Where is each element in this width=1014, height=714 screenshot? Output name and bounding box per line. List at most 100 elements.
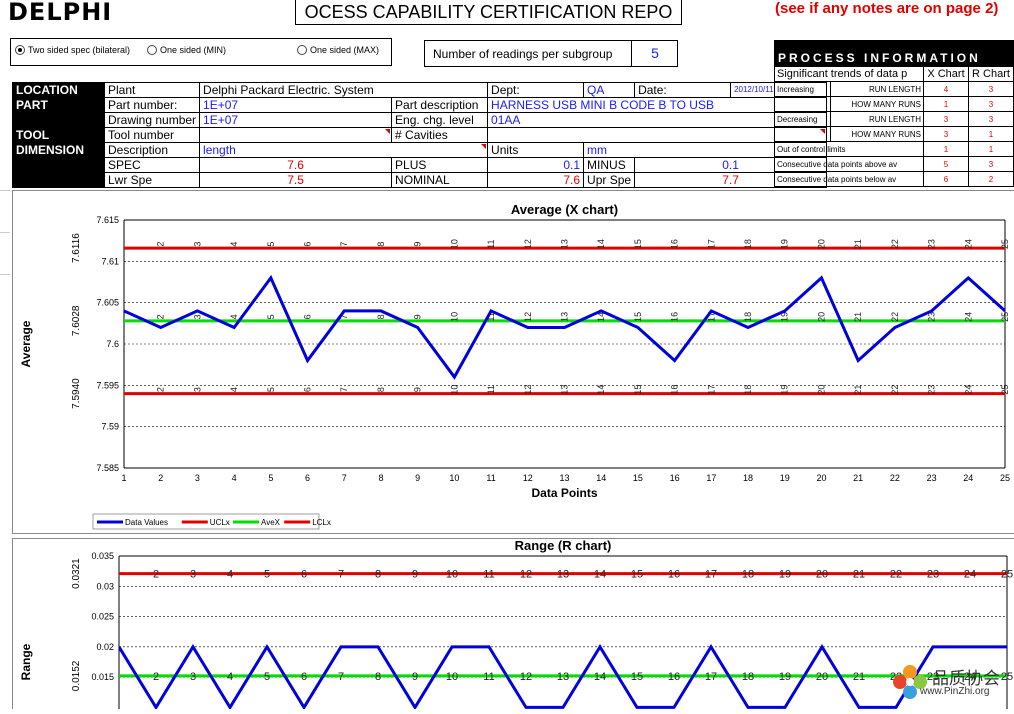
tool-header: TOOL [12, 127, 105, 143]
x-tick-label: 25 [1000, 473, 1010, 483]
control-point-label: 7 [338, 569, 344, 581]
process-trends-table: Significant trends of data p X Chart R C… [773, 66, 1014, 187]
control-point-label: 4 [229, 242, 239, 247]
process-trend-row: Out of control limits 1 1 [774, 141, 1014, 157]
x-tick-label: 24 [963, 473, 973, 483]
control-point-label: 24 [963, 312, 973, 322]
data-point [636, 706, 638, 709]
process-information-panel: PROCESS INFORMATION Significant trends o… [773, 40, 1014, 187]
control-point-label: 20 [816, 239, 826, 249]
data-point [636, 326, 639, 329]
control-point-label: 18 [742, 671, 754, 683]
control-point-label: 16 [670, 239, 680, 249]
x-tick-label: 6 [305, 473, 310, 483]
spec-value[interactable]: 7.6 [199, 157, 393, 173]
data-point [303, 706, 305, 709]
data-point [269, 276, 272, 279]
control-point-label: 5 [266, 314, 276, 319]
x-axis-label: Data Points [531, 486, 597, 500]
r-chart: Range (R chart) Range 0.035 0.03 0.025 0.02 0.… [19, 538, 1013, 714]
x-tick-label: 23 [927, 473, 937, 483]
control-point-label: 10 [446, 671, 458, 683]
control-point-label: 13 [560, 239, 570, 249]
data-point [379, 309, 382, 312]
spec-type-group: Two sided spec (bilateral) One sided (MI… [10, 38, 392, 66]
control-point-label: 6 [303, 387, 313, 392]
data-point [340, 645, 342, 648]
control-point-label: 13 [560, 312, 570, 322]
limit-value-label: 0.0152 [71, 660, 82, 691]
part-header: PART [12, 97, 105, 113]
control-point-label: 13 [560, 385, 570, 395]
data-point [710, 645, 712, 648]
data-point [488, 645, 490, 648]
flower-logo-icon [893, 665, 927, 699]
x-tick-label: 16 [670, 473, 680, 483]
dept-field[interactable]: QA [583, 82, 636, 98]
radio-min[interactable]: One sided (MIN) [147, 45, 226, 55]
control-point-label: 19 [779, 569, 791, 581]
control-point-label: 2 [153, 569, 159, 581]
drawing-number-field[interactable]: 1E+07 [199, 112, 393, 128]
x-tick-label: 13 [559, 473, 569, 483]
control-point-label: 23 [927, 312, 937, 322]
part-number-field[interactable]: 1E+07 [199, 97, 393, 113]
control-point-label: 18 [743, 312, 753, 322]
control-point-label: 22 [890, 569, 902, 581]
x-tick-label: 17 [706, 473, 716, 483]
control-point-label: 21 [853, 385, 863, 395]
limit-value-label: 7.6116 [71, 233, 82, 263]
control-point-label: 23 [927, 239, 937, 249]
data-point [969, 645, 971, 648]
control-point-label: 7 [339, 242, 349, 247]
radio-bilateral[interactable]: Two sided spec (bilateral) [15, 45, 130, 55]
readings-per-subgroup: Number of readings per subgroup 5 [424, 40, 678, 67]
legend-label: AveX [261, 518, 281, 527]
x-tick-label: 1 [121, 473, 126, 483]
tool-number-field[interactable] [199, 127, 393, 143]
plant-field[interactable]: Delphi Packard Electric. System [199, 82, 489, 98]
readings-value[interactable]: 5 [631, 41, 678, 66]
y-tick-label: 7.6 [106, 339, 119, 349]
x-chart-count: 6 [923, 171, 969, 187]
process-trend-row: HOW MANY RUNS 1 3 [773, 96, 1014, 112]
control-point-label: 14 [594, 671, 606, 683]
data-point [416, 326, 419, 329]
data-point [192, 645, 194, 648]
data-point [229, 706, 231, 709]
control-point-label: 10 [449, 385, 459, 395]
data-point [159, 326, 162, 329]
control-point-label: 19 [779, 671, 791, 683]
description-field[interactable]: length [199, 142, 489, 158]
control-point-label: 2 [153, 671, 159, 683]
x-chart-count: 3 [923, 126, 969, 142]
control-point-label: 22 [890, 312, 900, 322]
process-trend-row: HOW MANY RUNS 3 1 [773, 126, 1014, 142]
data-point [266, 645, 268, 648]
data-point [453, 376, 456, 379]
control-point-label: 24 [964, 569, 976, 581]
plus-value[interactable]: 0.1 [487, 157, 585, 173]
x-tick-label: 10 [449, 473, 459, 483]
control-point-label: 23 [927, 671, 939, 683]
control-point-label: 9 [413, 314, 423, 319]
control-point-label: 8 [376, 314, 386, 319]
x-tick-label: 11 [486, 473, 495, 483]
process-trend-row: Consecutive data points above av 5 3 [774, 156, 1014, 172]
radio-max[interactable]: One sided (MAX) [297, 45, 379, 55]
control-point-label: 16 [668, 569, 680, 581]
control-point-label: 21 [853, 239, 863, 249]
r-chart-count: 3 [968, 81, 1014, 97]
data-point [858, 706, 860, 709]
pinzhi-watermark: 品质协会 www.PinZhi.org [890, 662, 1014, 704]
control-point-label: 14 [596, 239, 606, 249]
legend-label: UCLx [210, 518, 230, 527]
x-tick-label: 20 [816, 473, 826, 483]
control-point-label: 5 [264, 569, 270, 581]
control-point-label: 25 [1001, 671, 1013, 683]
data-point [600, 309, 603, 312]
data-point [673, 359, 676, 362]
control-point-label: 24 [964, 671, 976, 683]
data-point [414, 706, 416, 709]
data-point [526, 326, 529, 329]
